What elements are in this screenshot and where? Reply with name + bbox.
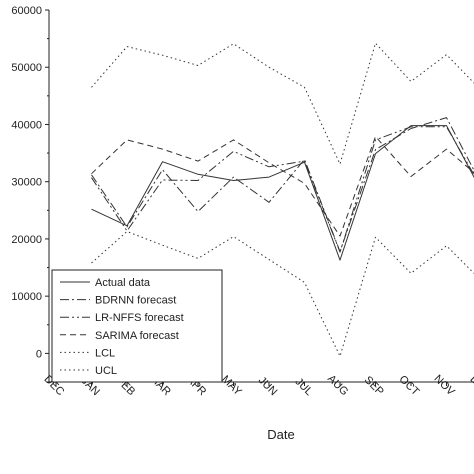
legend-label: SARIMA forecast <box>95 330 179 342</box>
series-line <box>91 125 474 261</box>
x-tick-label: SEP <box>362 374 386 398</box>
x-axis-title: Date <box>267 427 294 442</box>
y-tick-label: 40000 <box>11 119 42 131</box>
x-tick-label: OCT <box>396 373 421 398</box>
legend-label: UCL <box>95 365 117 377</box>
y-tick-label: 50000 <box>11 62 42 74</box>
series-layer <box>91 42 474 357</box>
series-line <box>91 42 474 165</box>
y-tick-label: 60000 <box>11 5 42 17</box>
x-tick-label: JUL <box>293 376 315 398</box>
y-tick-label: 30000 <box>11 177 42 189</box>
y-tick-label: 20000 <box>11 234 42 246</box>
legend-box <box>51 269 223 383</box>
legend-label: LR-NFFS forecast <box>95 312 184 324</box>
series-line <box>91 231 474 357</box>
x-tick-label: DEC <box>467 373 474 398</box>
x-tick-label: AUG <box>325 373 350 398</box>
series-line <box>91 117 474 252</box>
x-tick-label: NOV <box>432 373 458 399</box>
legend-label: LCL <box>95 347 115 359</box>
x-tick-label: MAY <box>219 373 244 398</box>
y-tick-label: 10000 <box>11 291 42 303</box>
x-tick-label: JUN <box>256 375 280 399</box>
y-tick-label: 0 <box>36 348 42 360</box>
legend-label: BDRNN forecast <box>95 295 176 307</box>
legend-label: Actual data <box>95 277 151 289</box>
series-line <box>91 126 474 253</box>
legend: Actual data BDRNN forecast LR-NFFS forecas… <box>51 269 223 383</box>
